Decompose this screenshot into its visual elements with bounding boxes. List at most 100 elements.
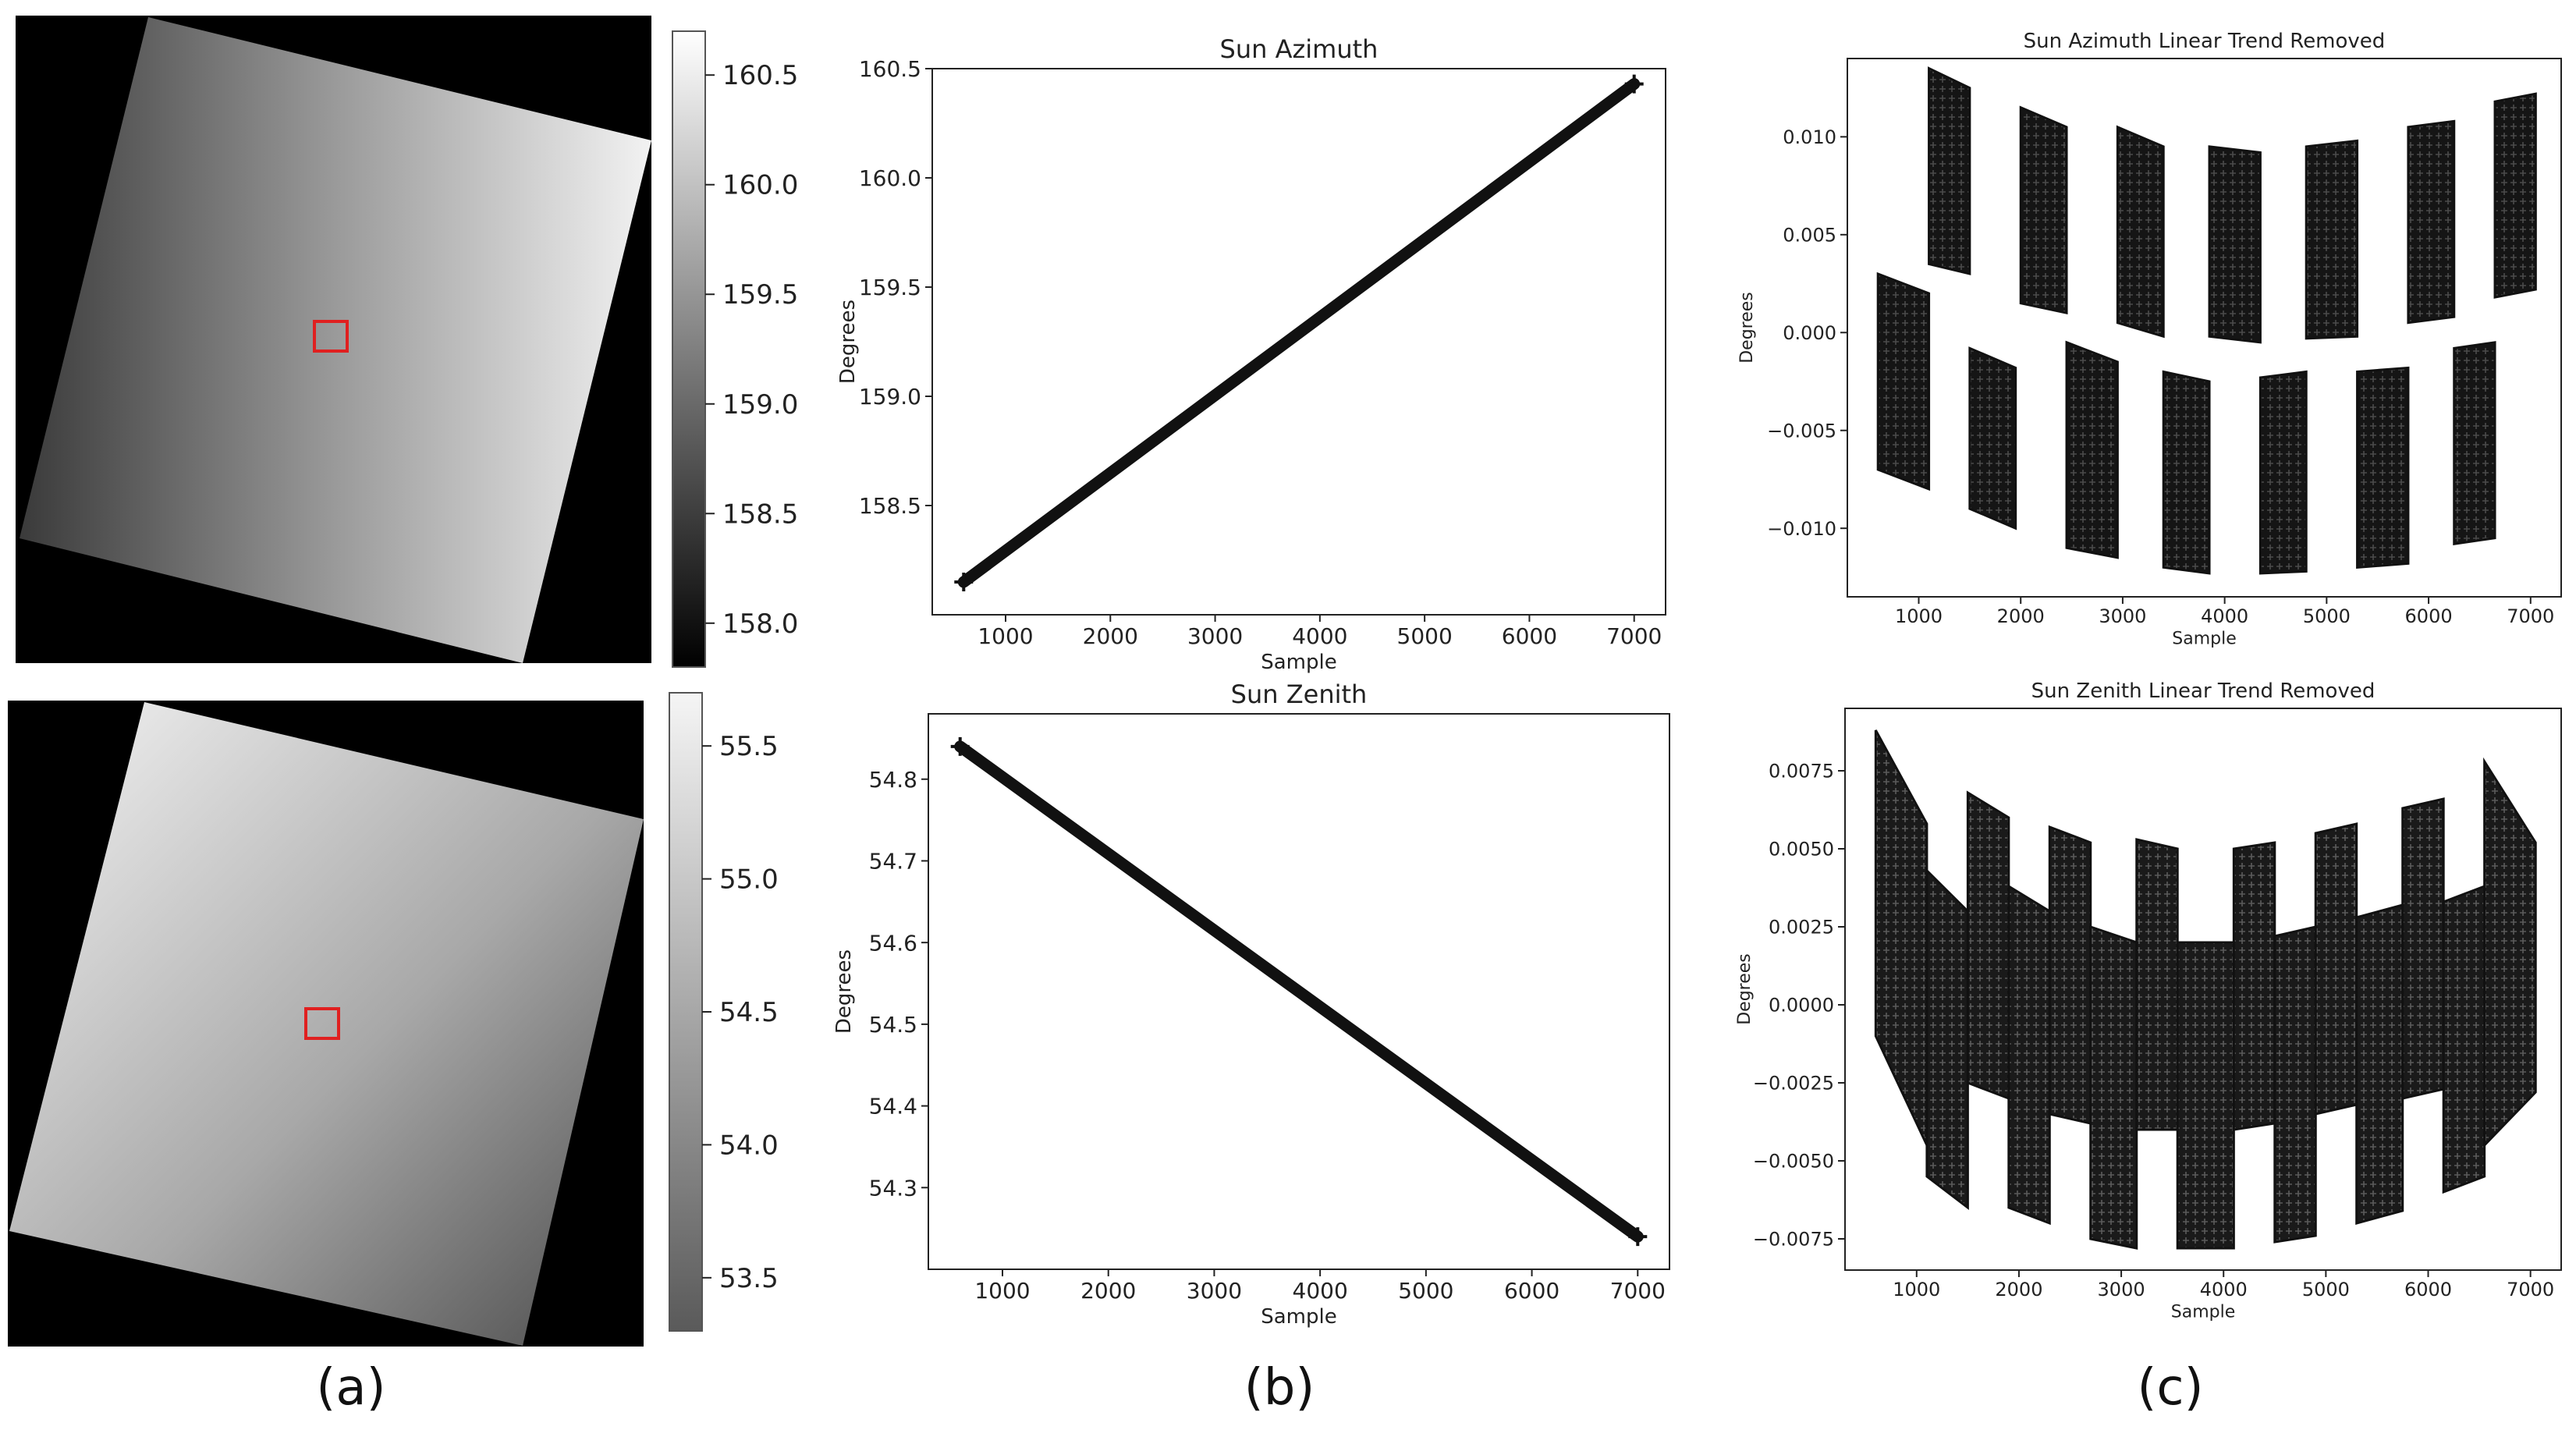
data-block [2355, 903, 2404, 1225]
x-tick-label: 2000 [1080, 1278, 1136, 1304]
x-tick-label: 2000 [1083, 623, 1138, 649]
colorbar-tick-label: 55.0 [719, 864, 779, 896]
roi-marker [313, 320, 349, 353]
x-tick-label: 6000 [2405, 605, 2453, 627]
x-tick-label: 3000 [2099, 605, 2146, 627]
x-tick-label: 3000 [2098, 1279, 2145, 1300]
colorbar-tick-label: 159.5 [722, 279, 798, 310]
colorbar [672, 30, 706, 668]
data-block [2019, 105, 2068, 315]
chart-sun-zenith: 1000 2000 3000 4000 5000 6000 7000 54.3 54.4 54.5… [832, 680, 1670, 1329]
plot-frame [931, 68, 1666, 616]
x-tick-label: 1000 [974, 1278, 1030, 1304]
data-block [1968, 346, 2017, 530]
y-tick-label: −0.0025 [1753, 1073, 1834, 1095]
data-block [2453, 341, 2496, 545]
panel-a-bottom: 55.5 55.0 54.5 54.0 53.5 [8, 692, 779, 1347]
x-tick-label: 7000 [2507, 605, 2554, 627]
data-block [2048, 825, 2092, 1125]
y-tick-label: 160.0 [859, 165, 921, 191]
panel-label-b: (b) [1244, 1359, 1315, 1417]
data-block [2483, 757, 2537, 1148]
y-tick-label: −0.0050 [1753, 1151, 1834, 1173]
y-tick-label: 0.000 [1783, 322, 1836, 344]
data-block [1966, 790, 2010, 1101]
chart-title: Sun Zenith Linear Trend Removed [2031, 680, 2376, 703]
plot-frame [928, 713, 1670, 1270]
x-tick-label: 7000 [1610, 1278, 1666, 1304]
zenith-image-footprint [9, 702, 644, 1346]
data-block [2162, 370, 2211, 575]
plot-frame [1844, 708, 2562, 1271]
plot-frame [1847, 58, 2562, 598]
panel-a-top: 160.5 160.0 159.5 159.0 158.5 158.0 [16, 16, 798, 668]
y-tick-label: 0.005 [1783, 224, 1836, 246]
x-tick-label: 6000 [1504, 1278, 1559, 1304]
x-tick-label: 5000 [1398, 1278, 1453, 1304]
data-point-marker [1628, 1227, 1648, 1247]
chart-title: Sun Azimuth [1220, 34, 1378, 64]
x-tick-label: 3000 [1187, 1278, 1242, 1304]
data-block [2273, 925, 2317, 1244]
data-block [2232, 841, 2276, 1131]
chart-title: Sun Azimuth Linear Trend Removed [2024, 30, 2386, 53]
data-block [2314, 822, 2358, 1116]
azimuth-image-footprint [20, 17, 651, 663]
y-tick-label: −0.0075 [1753, 1229, 1834, 1251]
colorbar-tick-label: 53.5 [719, 1263, 779, 1294]
y-tick-label: 54.5 [869, 1012, 917, 1038]
y-tick-label: 0.010 [1783, 126, 1836, 148]
chart-sun-zenith-detrended: 1000 2000 3000 4000 5000 6000 7000 0.0075 0.0050… [1735, 680, 2562, 1322]
x-axis-label: Sample [1261, 651, 1337, 674]
data-block [1928, 66, 1971, 275]
chart-title: Sun Zenith [1231, 680, 1368, 709]
data-block [2176, 941, 2235, 1250]
data-block [2407, 119, 2456, 325]
y-tick-label: 0.0000 [1769, 995, 1834, 1017]
x-axis-label: Sample [2172, 630, 2237, 649]
data-block [2135, 838, 2179, 1131]
data-block [1925, 868, 1969, 1211]
colorbar-tick-label: 158.5 [722, 499, 798, 530]
y-tick-label: 0.0050 [1769, 839, 1834, 860]
x-tick-label: 5000 [2302, 1279, 2350, 1300]
y-tick-label: 158.5 [859, 493, 921, 519]
y-tick-label: −0.010 [1767, 518, 1836, 540]
y-axis-label: Degrees [1735, 953, 1755, 1025]
y-tick-label: 159.5 [859, 275, 921, 300]
y-axis-label: Degrees [832, 949, 856, 1034]
colorbar-tick-label: 54.0 [719, 1130, 779, 1161]
x-tick-label: 1000 [1895, 605, 1943, 627]
data-block [2208, 145, 2262, 344]
data-block [2493, 92, 2537, 299]
colorbar-tick-label: 158.0 [722, 609, 798, 640]
data-block [1876, 271, 1931, 491]
x-tick-label: 6000 [1502, 623, 1557, 649]
y-tick-label: 54.3 [869, 1175, 917, 1201]
data-block [2401, 797, 2445, 1100]
data-block [2007, 884, 2051, 1226]
data-block [2116, 125, 2165, 339]
y-tick-label: 54.8 [869, 767, 917, 793]
x-tick-label: 2000 [1997, 605, 2045, 627]
data-block [2065, 340, 2119, 559]
x-axis-label: Sample [2171, 1303, 2236, 1322]
x-tick-label: 2000 [1995, 1279, 2042, 1300]
colorbar-ticks: 160.5 160.0 159.5 159.0 158.5 158.0 [705, 60, 798, 640]
colorbar-tick-label: 54.5 [719, 997, 779, 1028]
data-block [2258, 370, 2308, 575]
y-tick-label: 54.4 [869, 1094, 917, 1120]
x-tick-label: 4000 [2200, 1279, 2248, 1300]
colorbar-tick-label: 160.0 [722, 170, 798, 201]
data-block [2356, 366, 2410, 569]
data-block [2442, 884, 2486, 1194]
data-block [2089, 924, 2138, 1250]
colorbar-tick-label: 160.5 [722, 60, 798, 91]
y-tick-label: −0.005 [1767, 420, 1836, 442]
x-tick-label: 7000 [1606, 623, 1662, 649]
panel-label-c: (c) [2137, 1359, 2203, 1417]
x-axis-label: Sample [1261, 1305, 1337, 1329]
x-tick-label: 5000 [1397, 623, 1453, 649]
x-tick-label: 1000 [1893, 1279, 1940, 1300]
